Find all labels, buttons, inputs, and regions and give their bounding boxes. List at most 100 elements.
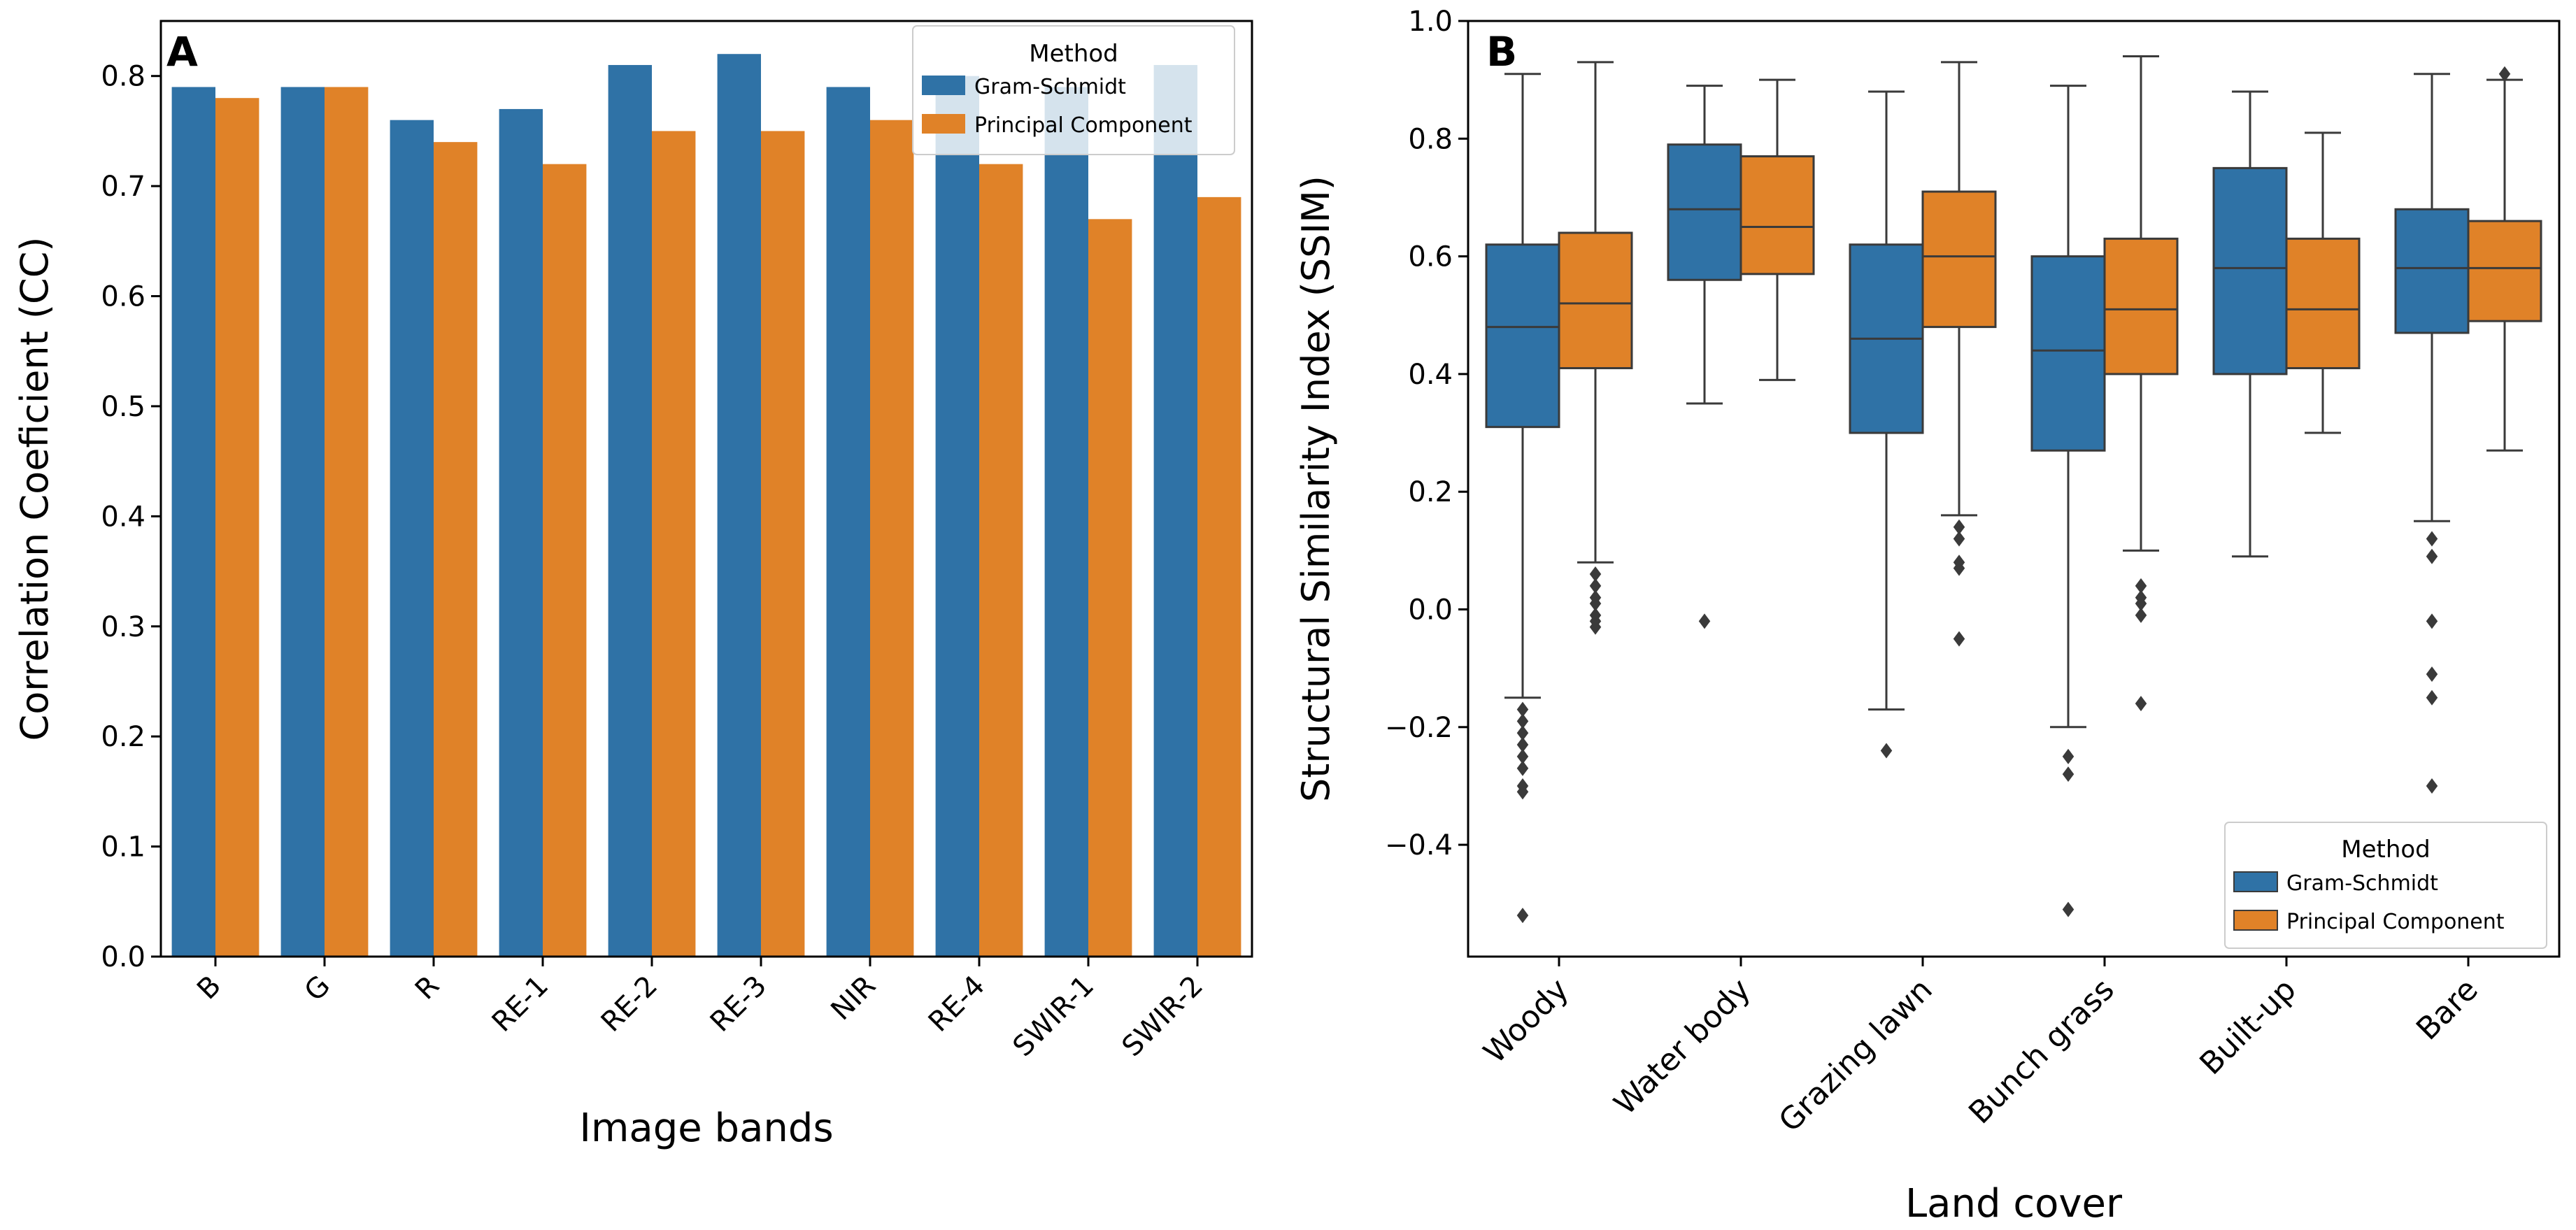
bar-gram-schmidt-r bbox=[390, 120, 434, 957]
x-tick-label: Bare bbox=[2410, 972, 2485, 1047]
x-tick-label: Water body bbox=[1607, 972, 1758, 1122]
outlier-point bbox=[1516, 737, 1529, 753]
box-gram-schmidt-woody bbox=[1485, 73, 1560, 924]
legend-swatch-gram-schmidt bbox=[922, 76, 965, 95]
bar-principal-component-re-3 bbox=[761, 131, 805, 957]
bar-principal-component-re-1 bbox=[543, 164, 587, 957]
y-axis-label: Structural Similarity Index (SSIM) bbox=[1294, 176, 1338, 802]
bar-gram-schmidt-re-3 bbox=[717, 54, 761, 957]
legend-swatch-principal-component bbox=[2233, 910, 2278, 931]
outlier-point bbox=[1516, 748, 1529, 764]
outlier-point bbox=[2135, 607, 2147, 623]
y-tick-label: −0.2 bbox=[1385, 712, 1453, 744]
x-tick-label: SWIR-1 bbox=[1007, 970, 1100, 1063]
outlier-point bbox=[1953, 531, 1965, 547]
box-gram-schmidt-bunch-grass bbox=[2030, 85, 2106, 917]
outlier-point bbox=[2135, 596, 2147, 612]
box-iqr bbox=[1921, 190, 1997, 329]
y-tick-label: 0.1 bbox=[101, 831, 145, 864]
box-principal-component-grazing-lawn bbox=[1921, 61, 1997, 647]
outlier-point bbox=[2426, 531, 2438, 547]
legend: Method Gram-Schmidt Principal Component bbox=[912, 25, 1235, 155]
legend-box bbox=[2224, 822, 2547, 949]
y-tick-label: 1.0 bbox=[1408, 6, 1453, 38]
x-tick-label: SWIR-2 bbox=[1116, 970, 1209, 1063]
bar-principal-component-swir-2 bbox=[1197, 196, 1241, 957]
box-iqr bbox=[2030, 255, 2106, 452]
y-tick-label: 0.8 bbox=[1408, 123, 1453, 155]
outlier-point bbox=[2426, 778, 2438, 794]
bar-gram-schmidt-swir-1 bbox=[1044, 87, 1088, 957]
outlier-point bbox=[2062, 901, 2075, 917]
x-tick-label: RE-3 bbox=[704, 970, 773, 1038]
bar-gram-schmidt-g bbox=[280, 87, 325, 957]
x-tick-label: RE-2 bbox=[595, 970, 664, 1038]
outlier-point bbox=[1880, 743, 1893, 759]
y-tick-label: 0.6 bbox=[1408, 241, 1453, 273]
legend-label-principal-component: Principal Component bbox=[974, 113, 1193, 138]
x-tick-label: NIR bbox=[825, 970, 882, 1027]
bar-principal-component-g bbox=[325, 87, 369, 957]
outlier-point bbox=[2135, 696, 2147, 712]
bar-principal-component-b bbox=[215, 98, 259, 957]
box-gram-schmidt-bare bbox=[2394, 73, 2470, 794]
y-tick-label: 0.4 bbox=[1408, 359, 1453, 391]
legend-swatch-gram-schmidt bbox=[2233, 871, 2278, 892]
box-principal-component-bunch-grass bbox=[2103, 55, 2179, 712]
legend-label-gram-schmidt: Gram-Schmidt bbox=[974, 75, 1126, 99]
outlier-point bbox=[2426, 613, 2438, 629]
y-tick-label: 0.2 bbox=[1408, 476, 1453, 508]
bars-group bbox=[171, 54, 1241, 957]
box-iqr bbox=[1739, 155, 1815, 276]
outlier-point bbox=[1589, 619, 1602, 635]
bar-gram-schmidt-nir bbox=[826, 87, 870, 957]
panel-label-b: B bbox=[1486, 28, 1517, 76]
box-iqr bbox=[1485, 243, 1560, 429]
bar-principal-component-swir-1 bbox=[1088, 219, 1132, 957]
outlier-point bbox=[1589, 566, 1602, 582]
outlier-point bbox=[1953, 560, 1965, 576]
legend-label-gram-schmidt: Gram-Schmidt bbox=[2286, 871, 2438, 896]
x-ticks-group: B G R RE-1 RE-2 RE-3 NIR RE-4 SWIR-1 SWIR-2 bbox=[191, 957, 1209, 1063]
outlier-point bbox=[1953, 631, 1965, 647]
bar-gram-schmidt-swir-2 bbox=[1153, 64, 1197, 957]
box-gram-schmidt-built-up bbox=[2212, 90, 2288, 558]
x-tick-label: B bbox=[191, 970, 227, 1006]
box-iqr bbox=[2467, 220, 2542, 322]
y-tick-label: −0.4 bbox=[1385, 829, 1453, 861]
box-iqr bbox=[2394, 208, 2470, 334]
outlier-point bbox=[2498, 66, 2511, 82]
plot-frame bbox=[1467, 20, 2561, 958]
box-iqr bbox=[2212, 166, 2288, 376]
panel-label-a: A bbox=[166, 28, 198, 76]
bar-gram-schmidt-re-4 bbox=[935, 76, 979, 957]
outlier-point bbox=[1698, 613, 1711, 629]
y-tick-label: 0.2 bbox=[101, 721, 145, 753]
outlier-point bbox=[1516, 760, 1529, 776]
outlier-point bbox=[1589, 578, 1602, 594]
outlier-point bbox=[2135, 578, 2147, 594]
box-gram-schmidt-grazing-lawn bbox=[1849, 90, 1924, 759]
bar-principal-component-re-2 bbox=[652, 131, 696, 957]
outlier-point bbox=[2426, 548, 2438, 564]
y-tick-label: 0.8 bbox=[101, 61, 145, 93]
outlier-point bbox=[2426, 689, 2438, 706]
legend-title: Method bbox=[1029, 40, 1118, 68]
y-tick-label: 0.6 bbox=[101, 281, 145, 313]
x-tick-label: Bunch grass bbox=[1962, 972, 2121, 1131]
outlier-point bbox=[1516, 908, 1529, 924]
outlier-point bbox=[1589, 596, 1602, 612]
panel-b-box-plot: −0.4 −0.2 0.0 0.2 0.4 0.6 0.8 1.0 Woody Water bo… bbox=[1294, 6, 2561, 1227]
bar-principal-component-r bbox=[434, 142, 478, 957]
boxes-group bbox=[1485, 55, 2542, 924]
x-tick-label: Grazing lawn bbox=[1772, 972, 1940, 1139]
outlier-point bbox=[1953, 519, 1965, 535]
y-ticks-group: −0.4 −0.2 0.0 0.2 0.4 0.6 0.8 1.0 bbox=[1385, 6, 1468, 861]
x-tick-label: Built-up bbox=[2193, 972, 2303, 1082]
legend-label-principal-component: Principal Component bbox=[2286, 910, 2505, 934]
box-iqr bbox=[1558, 231, 1633, 369]
plot-frame bbox=[159, 20, 1253, 958]
y-tick-label: 0.0 bbox=[1408, 594, 1453, 627]
box-gram-schmidt-water-body bbox=[1667, 85, 1742, 629]
